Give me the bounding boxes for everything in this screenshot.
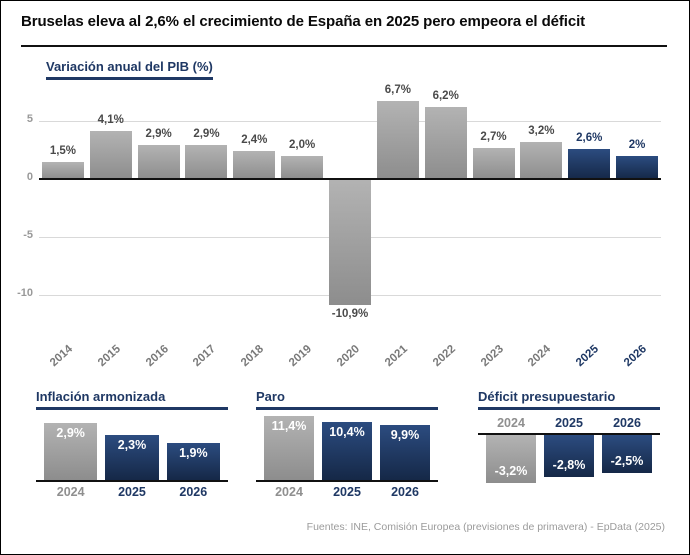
baseline-paro	[256, 480, 438, 482]
value-label-deficit-2024: -3,2%	[494, 464, 528, 478]
value-label-deficit-2026: -2,5%	[610, 453, 644, 468]
mini-title-deficit: Déficit presupuestario	[478, 389, 660, 410]
source-credit: Fuentes: INE, Comisión Europea (previsio…	[306, 521, 665, 533]
bar-2016	[137, 145, 180, 179]
bar-inflacion-2026: 1,9%	[166, 442, 220, 480]
mini-chart-paro: Paro 11,4% 10,4% 9,9% 2024 2025 2026	[256, 389, 438, 502]
y-tick-label--10: -10	[17, 287, 33, 299]
x-label-2026: 2026	[622, 343, 650, 370]
bar-2014	[41, 161, 84, 179]
value-label-paro-2024: 11,4%	[271, 419, 307, 434]
value-label-2023: 2,7%	[480, 130, 507, 143]
value-label-deficit-2025: -2,8%	[552, 458, 586, 472]
y-tick-label-5: 5	[26, 113, 33, 125]
headline-divider	[21, 45, 667, 47]
mini-body-paro: 11,4% 10,4% 9,9% 2024 2025 2026	[256, 416, 438, 499]
bar-2018	[233, 151, 276, 179]
bar-2026	[616, 155, 659, 179]
bar-inflacion-2025: 2,3%	[105, 435, 159, 480]
value-label-2015: 4,1%	[97, 114, 124, 127]
mini-body-inflacion: 2,9% 2,3% 1,9% 2024 2025 2026	[36, 416, 228, 499]
year-row-inflacion: 2024 2025 2026	[36, 485, 228, 499]
mini-title-paro: Paro	[256, 389, 438, 410]
bar-2017	[185, 145, 228, 179]
value-label-2018: 2,4%	[241, 134, 268, 147]
baseline-deficit	[478, 433, 660, 435]
bar-deficit-2026: -2,5%	[602, 435, 652, 473]
bar-paro-2024: 11,4%	[264, 416, 314, 480]
value-label-2019: 2,0%	[289, 138, 316, 151]
bar-2023	[472, 147, 515, 179]
bar-2019	[281, 155, 324, 179]
gdp-chart-title: Variación anual del PIB (%)	[46, 59, 213, 80]
x-label-2021: 2021	[382, 343, 410, 370]
bar-inflacion-2024: 2,9%	[44, 423, 98, 480]
value-label-inflacion-2026: 1,9%	[179, 445, 208, 460]
year-label-inflacion-2026: 2026	[179, 485, 208, 499]
x-label-2020: 2020	[334, 343, 363, 370]
value-label-paro-2026: 9,9%	[390, 427, 420, 442]
x-label-2018: 2018	[239, 343, 267, 370]
year-label-deficit-2025: 2025	[555, 416, 583, 430]
value-label-2022: 6,2%	[432, 90, 459, 103]
value-label-paro-2025: 10,4%	[329, 424, 365, 439]
bars-row-paro: 11,4% 10,4% 9,9%	[256, 416, 438, 480]
bar-deficit-2024: -3,2%	[486, 435, 536, 483]
year-label-deficit-2026: 2026	[613, 416, 641, 430]
value-label-2025: 2,6%	[576, 131, 603, 144]
x-label-2016: 2016	[143, 343, 171, 370]
value-label-2017: 2,9%	[193, 128, 220, 141]
y-tick-label-0: 0	[26, 171, 33, 183]
mini-body-deficit: 2024 2025 2026 -3,2% -2,8% -2,5%	[478, 416, 660, 487]
bar-paro-2025: 10,4%	[322, 421, 372, 480]
year-row-deficit: 2024 2025 2026	[478, 416, 660, 430]
y-tick-label--5: -5	[23, 229, 33, 241]
value-label-2014: 1,5%	[49, 144, 77, 157]
gdp-plot: 5 0 -5 -10 1,5% 2014 4,1% 2015 2,9% 2016 2,9% 2017 2…	[17, 84, 661, 369]
bar-paro-2026: 9,9%	[380, 424, 430, 480]
bars-row-inflacion: 2,9% 2,3% 1,9%	[36, 416, 228, 480]
year-label-deficit-2024: 2024	[497, 416, 525, 430]
x-label-2019: 2019	[287, 343, 315, 370]
year-row-paro: 2024 2025 2026	[256, 485, 438, 499]
baseline-inflacion	[36, 480, 228, 482]
headline: Bruselas eleva al 2,6% el crecimiento de…	[21, 13, 586, 30]
mini-chart-deficit: Déficit presupuestario 2024 2025 2026 -3,2%…	[478, 389, 660, 487]
value-label-inflacion-2025: 2,3%	[117, 438, 147, 453]
value-label-2026: 2%	[628, 138, 646, 151]
bar-2022	[424, 107, 467, 179]
bar-deficit-2025: -2,8%	[544, 435, 594, 477]
bar-2024	[520, 141, 563, 179]
x-label-2024: 2024	[526, 343, 554, 370]
mini-title-inflacion: Inflación armonizada	[36, 389, 228, 410]
bars-row-deficit: -3,2% -2,8% -2,5%	[478, 435, 660, 487]
zero-axis-line	[39, 178, 661, 180]
year-label-paro-2025: 2025	[333, 485, 361, 499]
x-label-2025: 2025	[574, 343, 602, 370]
year-label-paro-2024: 2024	[275, 485, 303, 499]
bar-2015	[89, 131, 132, 179]
value-label-2021: 6,7%	[384, 84, 411, 97]
year-label-inflacion-2024: 2024	[56, 485, 85, 499]
value-label-2016: 2,9%	[145, 128, 172, 141]
gridline-5	[39, 121, 661, 122]
value-label-2020: -10,9%	[331, 308, 369, 321]
bar-2020	[329, 179, 371, 306]
value-label-2024: 3,2%	[528, 124, 555, 137]
x-label-2023: 2023	[478, 343, 506, 370]
year-label-paro-2026: 2026	[391, 485, 419, 499]
bar-2025	[568, 148, 611, 179]
value-label-inflacion-2024: 2,9%	[56, 426, 85, 441]
mini-chart-inflacion: Inflación armonizada 2,9% 2,3% 1,9% 2024 202…	[36, 389, 228, 502]
x-label-2017: 2017	[191, 343, 219, 370]
x-label-2022: 2022	[430, 343, 458, 370]
bar-2021	[376, 101, 419, 179]
year-label-inflacion-2025: 2025	[118, 485, 146, 499]
x-label-2014: 2014	[47, 343, 75, 370]
x-label-2015: 2015	[95, 343, 123, 370]
